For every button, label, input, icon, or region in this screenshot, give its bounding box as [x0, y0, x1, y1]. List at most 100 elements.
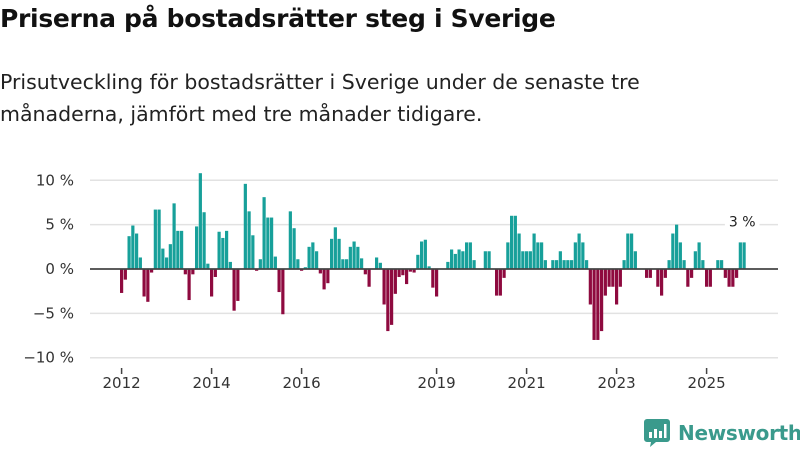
bar — [345, 259, 349, 269]
bar — [675, 224, 679, 269]
bar — [341, 259, 345, 269]
bar — [277, 269, 281, 293]
bar — [615, 269, 619, 305]
x-tick-label: 2012 — [103, 374, 141, 392]
bar — [281, 269, 285, 315]
bar — [195, 226, 199, 269]
y-tick-label: 0 % — [45, 260, 74, 278]
label-background — [724, 214, 760, 231]
bar — [330, 238, 334, 269]
bar — [172, 203, 176, 269]
bar — [408, 269, 412, 272]
chart-title: Priserna på bostadsrätter steg i Sverige — [0, 4, 556, 33]
bar — [483, 251, 487, 269]
bar — [127, 236, 131, 269]
bar — [667, 260, 671, 269]
bar — [660, 269, 664, 296]
bar — [262, 197, 266, 269]
bar — [273, 256, 277, 269]
bar — [375, 257, 379, 269]
bar — [296, 259, 300, 269]
bar — [506, 242, 510, 269]
bar — [326, 269, 330, 284]
bar — [607, 269, 611, 287]
bar — [423, 239, 427, 269]
bar — [686, 269, 690, 287]
bar — [566, 260, 570, 269]
bar — [723, 269, 727, 278]
bar — [356, 246, 360, 269]
bar — [611, 269, 615, 287]
bar — [198, 173, 202, 269]
bar — [716, 260, 720, 269]
bar — [431, 269, 435, 288]
bar — [138, 257, 142, 269]
bar — [401, 269, 405, 276]
bar — [397, 269, 401, 277]
bar — [176, 230, 180, 269]
bar-chart-speech-bubble-icon — [644, 419, 670, 447]
bar — [690, 269, 694, 278]
bar — [168, 244, 172, 269]
x-tick-label: 2016 — [283, 374, 321, 392]
bar — [446, 261, 450, 269]
bar — [367, 269, 371, 287]
bar — [232, 269, 236, 311]
bar — [393, 269, 397, 294]
bar — [247, 211, 251, 269]
x-tick-label: 2014 — [193, 374, 231, 392]
bar — [150, 269, 154, 273]
bar — [648, 269, 652, 278]
bar — [348, 246, 352, 269]
bar — [180, 230, 184, 269]
bar — [622, 260, 626, 269]
bar — [468, 242, 472, 269]
bar — [742, 242, 746, 269]
bar — [562, 260, 566, 269]
bar — [573, 242, 577, 269]
y-tick-label: −5 % — [33, 304, 74, 322]
bar — [502, 269, 506, 278]
bar — [183, 269, 187, 275]
bar — [663, 269, 667, 278]
bar — [318, 269, 322, 274]
bar — [693, 251, 697, 269]
bar — [386, 269, 390, 332]
bar — [727, 269, 731, 287]
bar — [513, 215, 517, 269]
bar — [540, 242, 544, 269]
bar — [495, 269, 499, 296]
bar — [697, 242, 701, 269]
bar — [221, 237, 225, 269]
bar — [585, 260, 589, 269]
bar — [720, 260, 724, 269]
bar — [416, 254, 420, 269]
bar — [378, 262, 382, 269]
bar — [487, 251, 491, 269]
bar — [427, 266, 431, 269]
x-tick-label: 2019 — [418, 374, 456, 392]
bar — [592, 269, 596, 340]
bar — [161, 248, 165, 269]
bar — [382, 269, 386, 305]
y-tick-label: 10 % — [36, 171, 74, 189]
bar — [311, 242, 315, 269]
bar — [412, 269, 416, 273]
bar — [206, 263, 210, 269]
bar — [731, 269, 735, 287]
brand-name: Newsworthy — [678, 421, 800, 445]
bar — [450, 249, 454, 269]
bar — [217, 231, 221, 269]
bar — [142, 269, 146, 297]
bar — [360, 258, 364, 269]
bar — [543, 260, 547, 269]
price-change-bar-chart: 10 % 5 % 0 % −5 % −10 % 2012 2014 2016 2019 2021… — [23, 171, 778, 392]
bar — [465, 242, 469, 269]
x-tick-label: 2025 — [688, 374, 726, 392]
bar — [645, 269, 649, 278]
bar — [420, 241, 424, 269]
bar — [363, 269, 367, 275]
last-value-label: 3 % — [729, 214, 756, 230]
bar — [236, 269, 240, 301]
bar — [153, 209, 157, 269]
